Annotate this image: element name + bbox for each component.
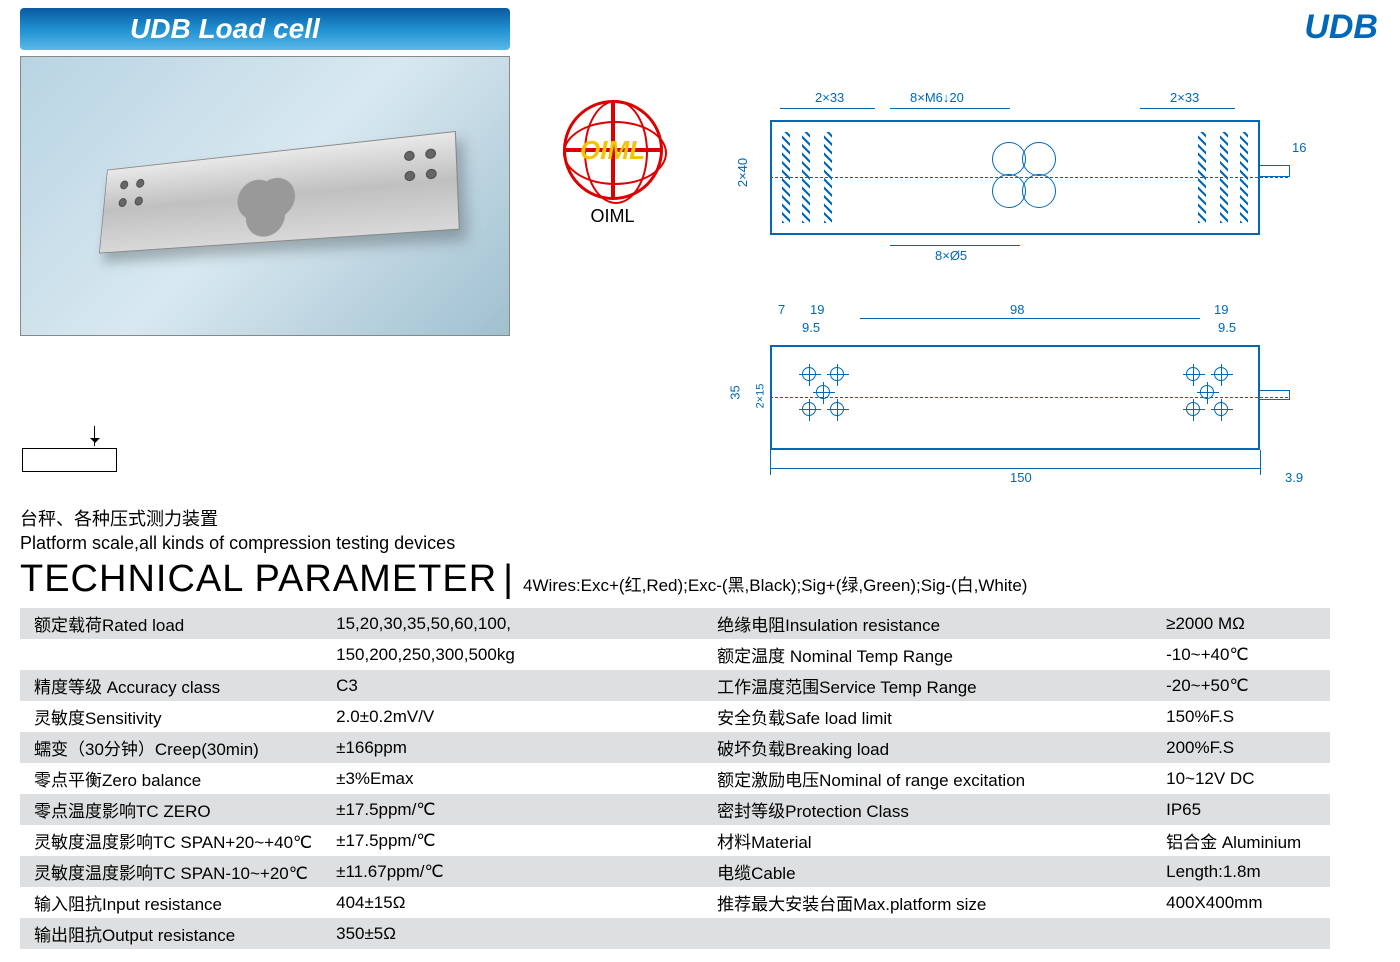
table-row: 精度等级 Accuracy classC3工作温度范围Service Temp …: [20, 670, 1330, 701]
param-value-right: 铝合金 Aluminium: [1152, 825, 1330, 856]
oiml-caption: OIML: [560, 206, 665, 227]
param-label-left: 输入阻抗Input resistance: [20, 887, 322, 918]
dim-total-len: 150: [1010, 470, 1032, 485]
parameter-table: 额定载荷Rated load15,20,30,35,50,60,100,绝缘电阻…: [20, 608, 1330, 949]
param-label-left: 灵敏度温度影响TC SPAN-10~+20℃: [20, 856, 322, 887]
dim-height-half: 2×40: [735, 158, 750, 187]
dim-center: 98: [1010, 302, 1024, 317]
dim-span-c: 19: [1214, 302, 1228, 317]
load-arrow-icon: [94, 426, 95, 446]
dim-span-a: 19: [810, 302, 824, 317]
param-label-left: 零点平衡Zero balance: [20, 763, 322, 794]
param-label-left: 灵敏度温度影响TC SPAN+20~+40℃: [20, 825, 322, 856]
param-value-left: 150,200,250,300,500kg: [322, 639, 697, 670]
param-label-right: 推荐最大安装台面Max.platform size: [697, 887, 1152, 918]
oiml-badge-text: OIML: [580, 135, 645, 166]
param-value-left: 350±5Ω: [322, 918, 697, 949]
title-banner: UDB Load cell: [20, 8, 510, 50]
param-value-right: IP65: [1152, 794, 1330, 825]
param-label-left: 灵敏度Sensitivity: [20, 701, 322, 732]
table-row: 零点温度影响TC ZERO±17.5ppm/℃密封等级Protection Cl…: [20, 794, 1330, 825]
dim-span-b: 9.5: [802, 320, 820, 335]
table-row: 灵敏度温度影响TC SPAN+20~+40℃±17.5ppm/℃材料Materi…: [20, 825, 1330, 856]
table-row: 输出阻抗Output resistance350±5Ω: [20, 918, 1330, 949]
table-row: 灵敏度温度影响TC SPAN-10~+20℃±11.67ppm/℃电缆Cable…: [20, 856, 1330, 887]
param-value-right: 10~12V DC: [1152, 763, 1330, 794]
param-label-left: 输出阻抗Output resistance: [20, 918, 322, 949]
param-label-left: 精度等级 Accuracy class: [20, 670, 322, 701]
dim-span-d: 9.5: [1218, 320, 1236, 335]
load-direction-sketch: [20, 420, 140, 490]
param-value-left: 15,20,30,35,50,60,100,: [322, 608, 697, 639]
param-value-right: -10~+40℃: [1152, 639, 1330, 670]
drawing-top-view: [770, 345, 1260, 450]
description-cn: 台秤、各种压式测力装置: [20, 505, 455, 531]
technical-drawing: 2×33 8×M6↓20 2×33 2×40 8×Ø5 16 7 19 9.5 …: [710, 70, 1340, 530]
param-value-right: 200%F.S: [1152, 732, 1330, 763]
dim-edge-l: 7: [778, 302, 785, 317]
param-label-left: 额定载荷Rated load: [20, 608, 322, 639]
table-row: 零点平衡Zero balance±3%Emax额定激励电压Nominal of …: [20, 763, 1330, 794]
dim-right-holes: 2×33: [1170, 90, 1199, 105]
tech-parameter-header: TECHNICAL PARAMETER | 4Wires:Exc+(红,Red)…: [20, 558, 1027, 601]
param-label-right: 额定温度 Nominal Temp Range: [697, 639, 1152, 670]
wires-note: 4Wires:Exc+(红,Red);Exc-(黑,Black);Sig+(绿,…: [523, 571, 1027, 596]
table-row: 150,200,250,300,500kg额定温度 Nominal Temp R…: [20, 639, 1330, 670]
title-text: UDB Load cell: [130, 13, 320, 45]
param-value-left: 2.0±0.2mV/V: [322, 701, 697, 732]
dim-left-holes: 2×33: [815, 90, 844, 105]
param-value-left: ±17.5ppm/℃: [322, 825, 697, 856]
cursor-mark: |: [503, 558, 513, 601]
oiml-globe-icon: OIML: [563, 100, 663, 200]
table-row: 灵敏度Sensitivity2.0±0.2mV/V安全负载Safe load l…: [20, 701, 1330, 732]
param-label-right: 材料Material: [697, 825, 1152, 856]
dim-tab-side: 16: [1292, 140, 1306, 155]
tech-parameter-title: TECHNICAL PARAMETER: [20, 558, 497, 601]
param-value-right: 150%F.S: [1152, 701, 1330, 732]
loadcell-illustration: [99, 130, 460, 253]
param-value-left: ±11.67ppm/℃: [322, 856, 697, 887]
param-label-right: 工作温度范围Service Temp Range: [697, 670, 1152, 701]
description-en: Platform scale,all kinds of compression …: [20, 533, 455, 554]
table-row: 蠕变（30分钟）Creep(30min)±166ppm破坏负载Breaking …: [20, 732, 1330, 763]
table-row: 额定载荷Rated load15,20,30,35,50,60,100,绝缘电阻…: [20, 608, 1330, 639]
param-value-right: Length:1.8m: [1152, 856, 1330, 887]
param-value-left: ±3%Emax: [322, 763, 697, 794]
dim-hole-pitch: 2×15: [754, 384, 766, 409]
param-value-left: ±166ppm: [322, 732, 697, 763]
param-label-right: 破坏负载Breaking load: [697, 732, 1152, 763]
product-photo: [20, 56, 510, 336]
param-label-left: 零点温度影响TC ZERO: [20, 794, 322, 825]
param-value-right: -20~+50℃: [1152, 670, 1330, 701]
oiml-badge: OIML OIML: [560, 100, 665, 227]
param-label-left: 蠕变（30分钟）Creep(30min): [20, 732, 322, 763]
dim-thread: 8×M6↓20: [910, 90, 964, 105]
drawing-side-view: [770, 120, 1260, 235]
param-label-left: [20, 639, 322, 670]
dim-height: 35: [728, 385, 743, 399]
dim-bottom-holes: 8×Ø5: [935, 248, 967, 263]
param-value-right: [1152, 918, 1330, 949]
description: 台秤、各种压式测力装置 Platform scale,all kinds of …: [20, 505, 455, 554]
param-label-right: 额定激励电压Nominal of range excitation: [697, 763, 1152, 794]
param-value-left: C3: [322, 670, 697, 701]
dim-tab-top: 3.9: [1285, 470, 1303, 485]
param-label-right: [697, 918, 1152, 949]
param-label-right: 安全负载Safe load limit: [697, 701, 1152, 732]
param-label-right: 电缆Cable: [697, 856, 1152, 887]
param-value-left: 404±15Ω: [322, 887, 697, 918]
param-label-right: 绝缘电阻Insulation resistance: [697, 608, 1152, 639]
param-value-right: 400X400mm: [1152, 887, 1330, 918]
param-label-right: 密封等级Protection Class: [697, 794, 1152, 825]
param-value-right: ≥2000 MΩ: [1152, 608, 1330, 639]
param-value-left: ±17.5ppm/℃: [322, 794, 697, 825]
brand-label: UDB: [1304, 8, 1378, 47]
table-row: 输入阻抗Input resistance404±15Ω推荐最大安装台面Max.p…: [20, 887, 1330, 918]
